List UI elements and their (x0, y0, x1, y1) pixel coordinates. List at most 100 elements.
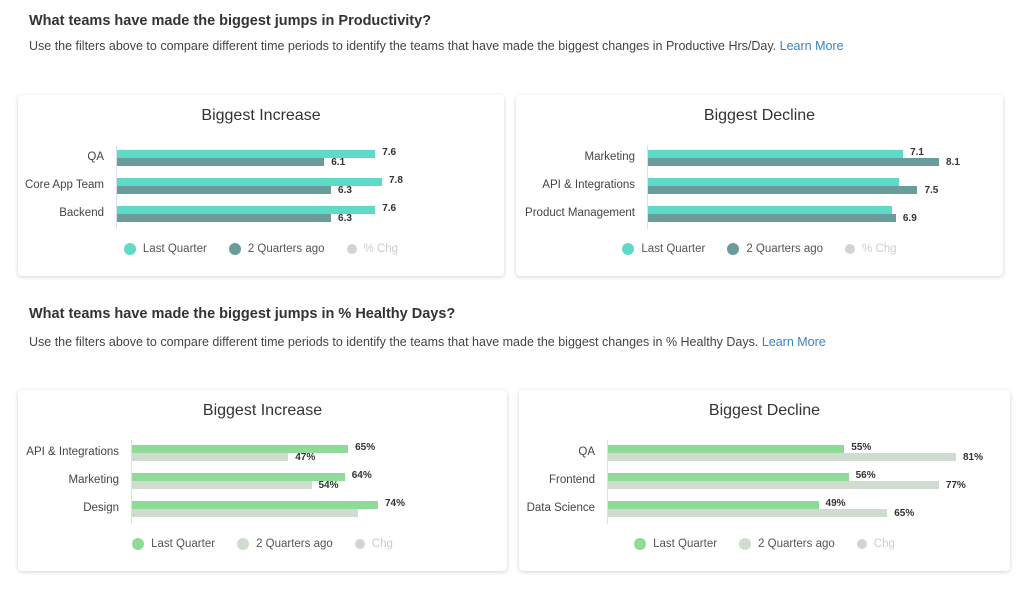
data-label: 6.1 (331, 157, 346, 168)
legend-item[interactable]: % Chg (845, 243, 897, 255)
productivity-increase-chart: Biggest Increase QA 7.6 6.1 Core App Team 7.8… (18, 95, 504, 276)
productivity-decline-chart: Biggest Decline Marketing 7.1 8.1 API & Inte… (516, 95, 1003, 276)
healthy-days-description: Use the filters above to compare differe… (29, 335, 826, 349)
category-label: QA (578, 446, 595, 458)
bar-last-quarter (648, 178, 900, 186)
legend-item[interactable]: 2 Quarters ago (228, 243, 325, 255)
legend-label: 2 Quarters ago (247, 243, 325, 255)
category-label: Data Science (526, 502, 595, 514)
bar-last-quarter (608, 445, 845, 453)
bar-last-quarter (608, 501, 819, 509)
legend-label: % Chg (862, 243, 897, 255)
bar-last-quarter (608, 473, 849, 481)
data-label: 54% (318, 480, 339, 491)
bar-last-quarter (648, 150, 904, 158)
legend-dot-icon (634, 538, 647, 550)
data-label: 77% (945, 480, 966, 491)
y-axis-line (131, 440, 132, 524)
bar-last-quarter (648, 206, 893, 214)
bar-last-quarter (132, 473, 345, 481)
bar-2-quarters-ago (117, 214, 332, 222)
chart-title: Biggest Decline (708, 402, 821, 419)
category-label: Core App Team (24, 179, 104, 191)
category-label: Design (83, 502, 119, 514)
legend-label: 2 Quarters ago (746, 243, 824, 255)
legend-label: 2 Quarters ago (758, 538, 835, 550)
data-label: 6.3 (338, 185, 352, 196)
legend-label: Chg (873, 538, 895, 550)
legend-item[interactable]: 2 Quarters ago (727, 243, 823, 255)
description-text: Use the filters above to compare differe… (29, 39, 777, 53)
data-label: 47% (295, 452, 316, 463)
category-label: Marketing (584, 151, 636, 163)
category-label: Product Management (525, 207, 635, 219)
bar-last-quarter (117, 178, 382, 186)
legend-label: 2 Quarters ago (256, 538, 333, 550)
legend-item[interactable]: Last Quarter (634, 538, 717, 550)
legend-item[interactable]: Last Quarter (123, 243, 207, 255)
data-label: 74% (385, 498, 406, 509)
legend-label: Last Quarter (641, 243, 706, 255)
category-label: Marketing (68, 474, 120, 486)
legend-dot-icon (346, 244, 357, 254)
bar-2-quarters-ago (648, 158, 939, 166)
healthy-days-increase-chart: Biggest Increase API & Integrations 65% 47%… (18, 390, 507, 571)
data-label: 7.1 (910, 147, 924, 158)
bar-last-quarter (132, 501, 378, 509)
legend-item[interactable]: Chg (354, 538, 393, 550)
legend-label: % Chg (363, 243, 399, 255)
legend-dot-icon (228, 243, 241, 255)
legend-item[interactable]: 2 Quarters ago (739, 538, 835, 550)
legend-dot-icon (132, 538, 145, 550)
legend-label: Chg (371, 538, 393, 550)
category-label: API & Integrations (542, 179, 635, 191)
legend-dot-icon (354, 539, 365, 549)
bar-2-quarters-ago (648, 186, 918, 194)
data-label: 81% (963, 452, 984, 463)
legend-label: Last Quarter (151, 538, 216, 550)
chart-legend: Last Quarter 2 Quarters ago % Chg (18, 243, 504, 255)
bar-2-quarters-ago (117, 186, 332, 194)
legend-item[interactable]: % Chg (346, 243, 399, 255)
bar-2-quarters-ago (648, 214, 896, 222)
legend-item[interactable]: Last Quarter (622, 243, 705, 255)
data-label: 56% (855, 470, 876, 481)
productivity-description: Use the filters above to compare differe… (29, 39, 844, 53)
healthy-days-decline-chart: Biggest Decline QA 55% 81% Frontend 56% 77% Dat… (519, 390, 1010, 571)
productivity-heading: What teams have made the biggest jumps i… (29, 13, 432, 29)
legend-dot-icon (739, 538, 752, 550)
data-label: 7.5 (924, 185, 939, 196)
description-text: Use the filters above to compare differe… (29, 335, 759, 349)
legend-dot-icon (237, 538, 250, 550)
legend-label: Last Quarter (142, 243, 207, 255)
data-label: 6.9 (902, 213, 917, 224)
legend-dot-icon (856, 539, 867, 549)
legend-item[interactable]: Chg (856, 538, 895, 550)
chart-title: Biggest Increase (201, 107, 321, 124)
legend-dot-icon (845, 244, 856, 254)
data-label: 8.1 (946, 157, 960, 168)
bar-2-quarters-ago (132, 509, 359, 517)
bar-last-quarter (132, 445, 349, 453)
bar-2-quarters-ago (117, 158, 325, 166)
bar-last-quarter (117, 206, 376, 214)
category-label: API & Integrations (26, 446, 119, 458)
y-axis-line (607, 440, 608, 524)
data-label: 64% (351, 470, 372, 481)
chart-title: Biggest Increase (202, 402, 323, 419)
category-label: QA (87, 151, 104, 163)
category-label: Backend (59, 207, 104, 219)
legend-dot-icon (123, 243, 136, 255)
chart-legend: Last Quarter 2 Quarters ago Chg (519, 538, 1010, 550)
data-label: 65% (355, 442, 376, 453)
learn-more-link[interactable]: Learn More (779, 39, 844, 53)
chart-title: Biggest Decline (703, 107, 816, 124)
legend-item[interactable]: 2 Quarters ago (237, 538, 333, 550)
y-axis-line (116, 145, 117, 229)
category-label: Frontend (548, 474, 595, 486)
bar-last-quarter (117, 150, 376, 158)
legend-item[interactable]: Last Quarter (132, 538, 215, 550)
bar-2-quarters-ago (132, 453, 289, 461)
learn-more-link[interactable]: Learn More (761, 335, 826, 349)
y-axis-line (647, 145, 648, 229)
